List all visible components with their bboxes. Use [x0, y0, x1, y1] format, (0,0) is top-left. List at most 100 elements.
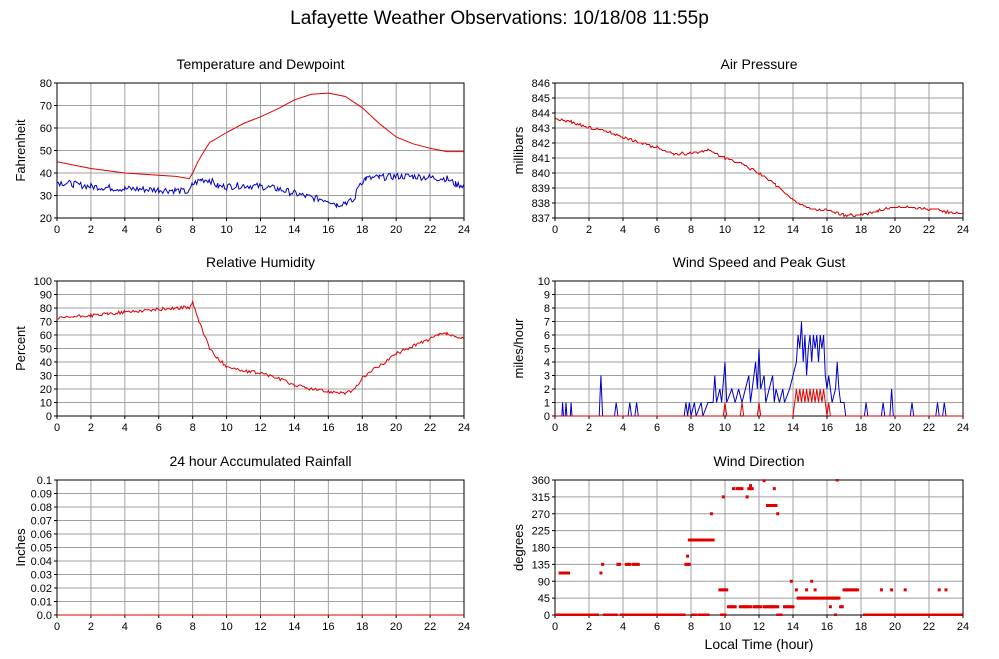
data-point [789, 605, 793, 609]
x-tick-label: 18 [855, 422, 867, 434]
y-tick-label: 360 [532, 475, 550, 487]
data-point [745, 495, 749, 499]
data-point [706, 613, 710, 616]
data-point [798, 596, 802, 600]
data-point [820, 596, 824, 600]
data-point [562, 613, 565, 616]
data-point [635, 613, 639, 616]
x-tick-label: 22 [424, 621, 436, 633]
data-point [817, 596, 820, 600]
x-tick-label: 10 [220, 224, 232, 236]
x-tick-label: 2 [586, 621, 592, 633]
data-point [873, 613, 877, 616]
data-point [611, 613, 615, 616]
y-tick-label: 100 [34, 276, 52, 288]
y-tick-label: 10 [40, 398, 52, 410]
data-point [636, 562, 640, 566]
data-point [652, 613, 656, 616]
data-point [590, 613, 594, 616]
data-point [876, 613, 880, 616]
x-tick-label: 2 [88, 621, 94, 633]
data-point [771, 605, 775, 609]
data-point [738, 487, 742, 491]
data-point [752, 605, 756, 609]
y-tick-label: 0.04 [31, 556, 52, 568]
data-point [779, 613, 783, 616]
data-point [696, 538, 700, 542]
data-point [635, 562, 639, 566]
y-tick-label: 50 [40, 344, 52, 356]
data-point [951, 613, 955, 616]
x-tick-label: 12 [254, 621, 266, 633]
y-tick-label: 80 [40, 78, 52, 90]
data-point [589, 613, 593, 616]
x-tick-label: 24 [957, 621, 969, 633]
data-point [660, 613, 664, 616]
x-tick-label: 6 [156, 422, 162, 434]
data-point [567, 613, 571, 616]
data-point [929, 613, 933, 616]
y-tick-label: 10 [538, 276, 550, 288]
y-tick-label: 315 [532, 492, 550, 504]
x-tick-label: 20 [889, 621, 901, 633]
x-tick-label: 20 [889, 422, 901, 434]
data-point [890, 613, 894, 616]
y-tick-label: 837 [532, 213, 550, 225]
data-point [573, 613, 577, 616]
data-point [805, 596, 809, 600]
data-point [691, 613, 695, 616]
data-point [813, 596, 817, 600]
data-point [868, 613, 871, 616]
data-point [783, 605, 786, 609]
data-point [827, 596, 831, 600]
x-tick-label: 18 [356, 224, 368, 236]
data-point [871, 613, 875, 616]
series-line [57, 299, 464, 396]
data-point [738, 605, 742, 609]
y-tick-label: 0.09 [31, 489, 52, 501]
data-point [844, 588, 848, 592]
y-tick-label: 40 [40, 168, 52, 180]
data-point [585, 613, 589, 616]
x-tick-label: 12 [753, 422, 765, 434]
data-point [648, 613, 652, 616]
x-tick-label: 10 [719, 621, 731, 633]
data-point [686, 562, 690, 566]
data-point [759, 605, 763, 609]
data-point [885, 613, 888, 616]
x-tick-label: 14 [787, 621, 799, 633]
y-tick-label: 135 [532, 559, 550, 571]
data-point [720, 588, 724, 592]
data-point [893, 613, 897, 616]
data-point [631, 613, 635, 616]
data-point [682, 613, 686, 616]
data-point [596, 613, 599, 616]
data-point [864, 613, 868, 616]
data-point [582, 613, 586, 616]
data-point [842, 588, 846, 592]
data-point [828, 596, 832, 600]
y-tick-label: 2 [544, 384, 550, 396]
data-point [560, 571, 564, 575]
data-point [878, 613, 882, 616]
chart-title: 24 hour Accumulated Rainfall [169, 453, 351, 469]
data-point [732, 487, 735, 491]
data-point [766, 504, 769, 507]
x-tick-label: 14 [288, 224, 300, 236]
data-point [706, 538, 710, 542]
data-point [664, 613, 667, 616]
plot-area [57, 92, 464, 209]
data-point [721, 495, 725, 499]
data-point [674, 613, 678, 616]
data-point [772, 605, 776, 609]
x-tick-label: 20 [390, 422, 402, 434]
data-point [803, 596, 807, 600]
data-point [818, 596, 822, 600]
data-point [886, 613, 890, 616]
data-point [718, 588, 722, 592]
chart-title: Wind Speed and Peak Gust [673, 254, 846, 270]
y-tick-label: 20 [40, 384, 52, 396]
x-tick-label: 8 [688, 224, 694, 236]
y-axis-label: millibars [511, 126, 526, 174]
